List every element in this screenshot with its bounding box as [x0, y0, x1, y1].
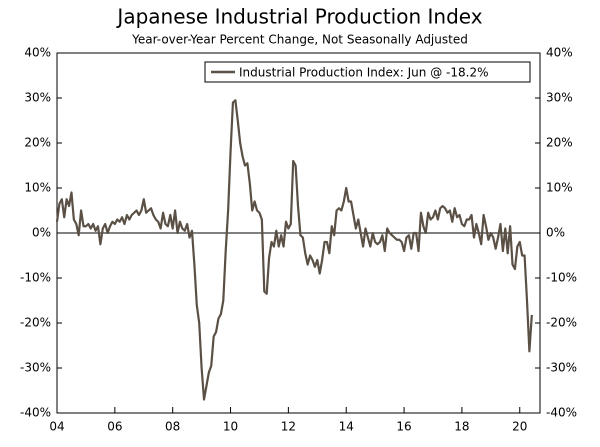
chart-subtitle: Year-over-Year Percent Change, Not Seaso… — [131, 33, 468, 47]
y-tick-label: -10% — [20, 271, 51, 285]
y-tick-label: -20% — [20, 316, 51, 330]
y2-tick-label: -10% — [546, 271, 577, 285]
x-tick-label: 18 — [454, 420, 469, 434]
y2-tick-label: -30% — [546, 361, 577, 375]
x-tick-label: 08 — [165, 420, 180, 434]
y-tick-label: -40% — [20, 406, 51, 420]
y-tick-label: 20% — [24, 136, 51, 150]
y2-tick-label: -40% — [546, 406, 577, 420]
legend-box — [204, 61, 531, 83]
data-line — [55, 99, 533, 401]
y-tick-label: 0% — [32, 226, 51, 240]
x-tick-label: 04 — [49, 420, 64, 434]
x-tick-label: 14 — [339, 420, 354, 434]
y-tick-label: -30% — [20, 361, 51, 375]
y2-tick-label: -20% — [546, 316, 577, 330]
y2-tick-label: 20% — [546, 136, 573, 150]
chart-title: Japanese Industrial Production Index — [115, 5, 482, 29]
x-tick-label: 12 — [281, 420, 296, 434]
y2-tick-label: 30% — [546, 91, 573, 105]
y2-tick-label: 10% — [546, 181, 573, 195]
y2-tick-label: 40% — [546, 46, 573, 60]
y-tick-label: 40% — [24, 46, 51, 60]
x-tick-label: 06 — [107, 420, 122, 434]
legend-label: Industrial Production Index: Jun @ -18.2… — [239, 66, 488, 80]
y2-tick-label: 0% — [546, 226, 565, 240]
x-tick-label: 10 — [223, 420, 238, 434]
y-tick-label: 10% — [24, 181, 51, 195]
x-tick-label: 20 — [512, 420, 527, 434]
y-tick-label: 30% — [24, 91, 51, 105]
x-tick-label: 16 — [396, 420, 411, 434]
